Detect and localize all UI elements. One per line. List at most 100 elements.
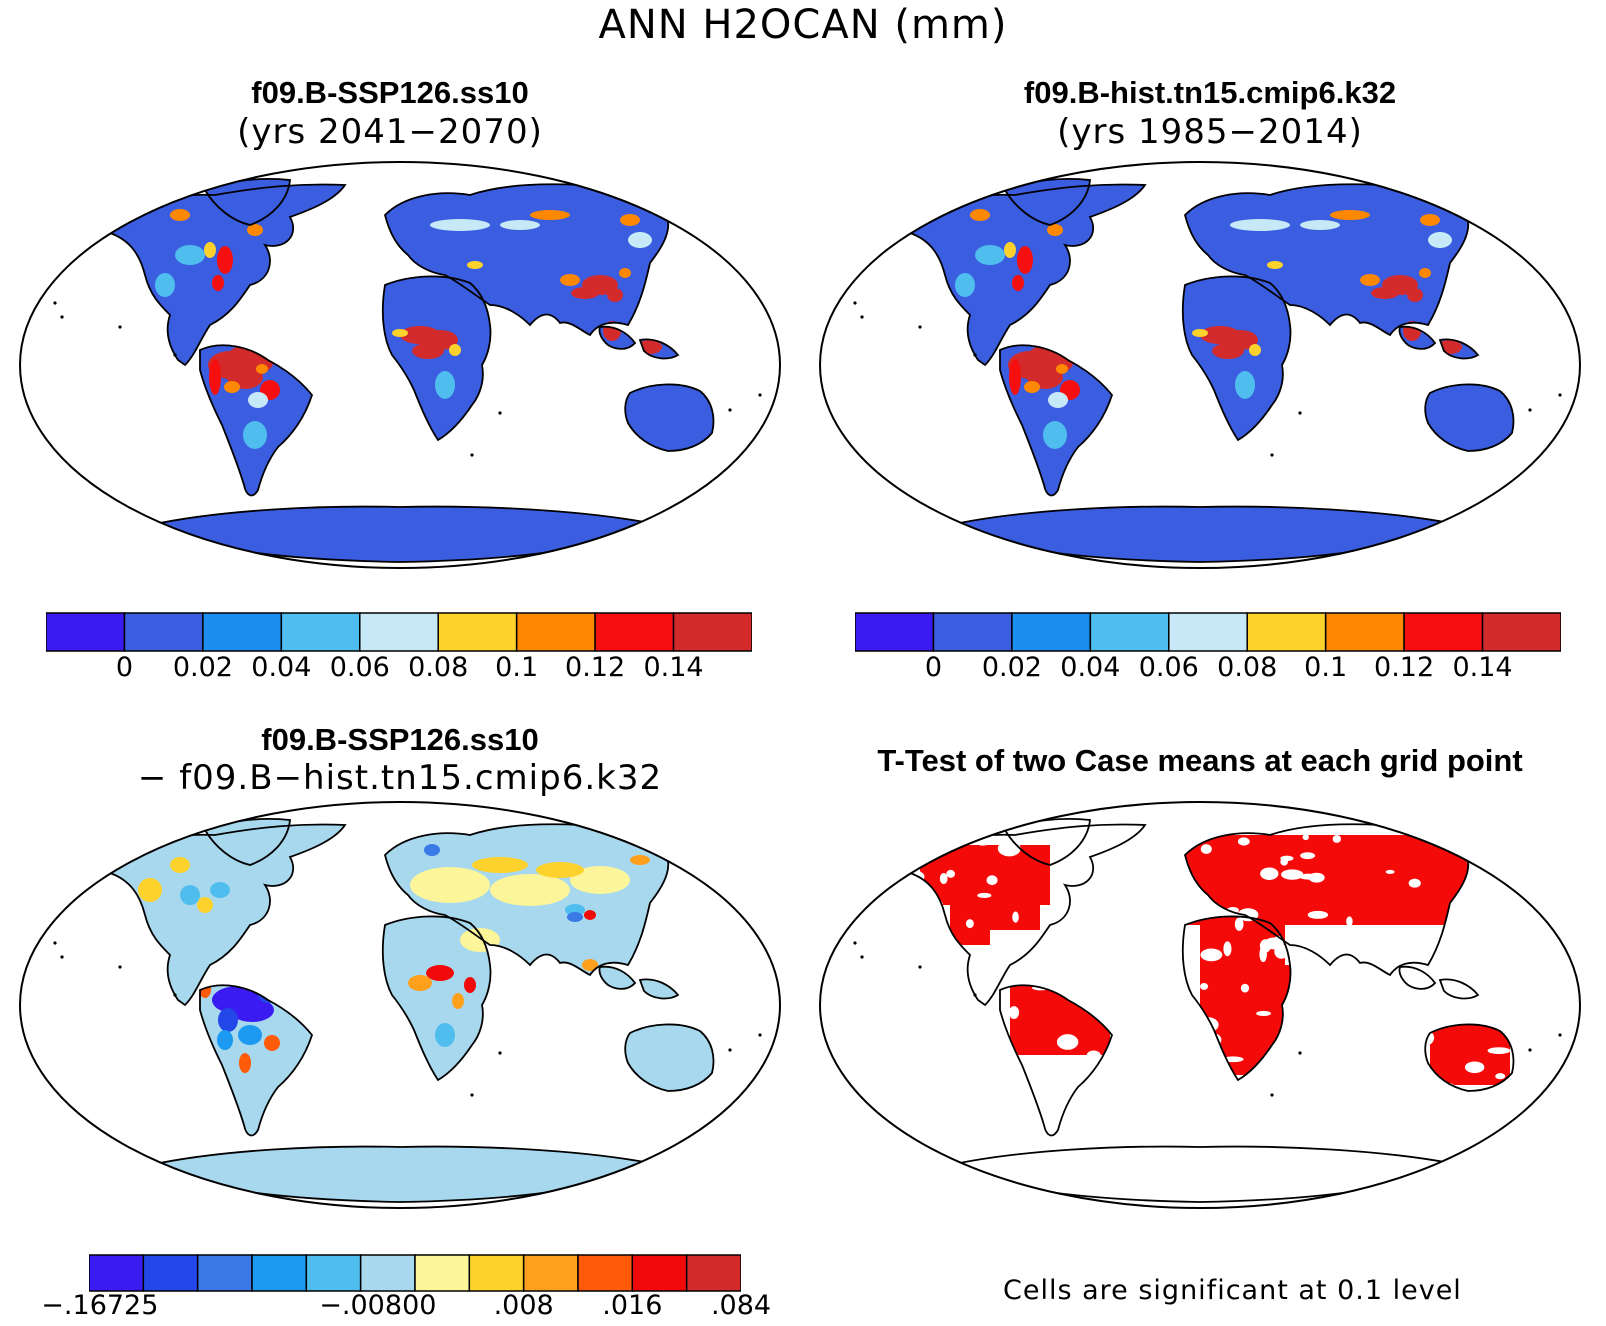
island bbox=[173, 993, 177, 997]
colorbar-tick-label: 0.1 bbox=[495, 652, 539, 683]
contour-region bbox=[1428, 232, 1452, 248]
non-significant-cell bbox=[1193, 940, 1200, 954]
panel-ttest-title: T-Test of two Case means at each grid po… bbox=[877, 743, 1523, 778]
colorbar-tick-label: 0.04 bbox=[1060, 652, 1121, 683]
contour-region bbox=[464, 977, 476, 993]
non-significant-cell bbox=[1385, 869, 1395, 874]
colorbar-swatch bbox=[142, 1254, 199, 1292]
contour-region bbox=[467, 261, 483, 269]
contour-region bbox=[102, 849, 138, 861]
island bbox=[853, 301, 857, 305]
colorbar-tick-label: −.008 bbox=[319, 1290, 403, 1321]
contour-region bbox=[230, 998, 274, 1022]
colorbar-swatch bbox=[359, 1254, 416, 1292]
contour-region bbox=[607, 288, 623, 302]
non-significant-cell bbox=[1285, 927, 1297, 943]
contour-region bbox=[472, 857, 528, 873]
non-significant-cell bbox=[986, 875, 998, 886]
coastline-samerica bbox=[999, 344, 1114, 497]
colorbar-swatch bbox=[672, 612, 752, 652]
non-significant-cell bbox=[1495, 1073, 1506, 1080]
contour-region bbox=[384, 935, 416, 955]
contour-region bbox=[1192, 329, 1208, 337]
contour-region bbox=[1047, 224, 1063, 236]
contour-region bbox=[392, 329, 408, 337]
colorbar-tick-label: 0.1 bbox=[1304, 652, 1348, 683]
contour-region bbox=[426, 965, 454, 981]
contour-region bbox=[1043, 421, 1067, 449]
colorbar-tick-label: 0.06 bbox=[329, 652, 390, 683]
contour-region bbox=[247, 224, 263, 236]
island bbox=[470, 453, 474, 457]
contour-region bbox=[1048, 392, 1068, 408]
non-significant-cell bbox=[1393, 943, 1402, 950]
map-ttest bbox=[819, 801, 1581, 1209]
island bbox=[853, 941, 857, 945]
map-diff bbox=[19, 801, 781, 1209]
non-significant-cell bbox=[1346, 916, 1353, 927]
contour-region bbox=[170, 857, 190, 873]
contour-region bbox=[1420, 214, 1440, 226]
contour-region bbox=[620, 214, 640, 226]
contour-region bbox=[224, 381, 240, 393]
non-significant-cell bbox=[1274, 944, 1289, 959]
contour-region bbox=[570, 866, 630, 894]
panel-ssp-subtitle: (yrs 2041−2070) bbox=[237, 112, 543, 152]
non-significant-cell bbox=[1294, 933, 1315, 948]
contour-region bbox=[449, 344, 461, 356]
contour-region bbox=[256, 364, 268, 374]
panel-hist-title: f09.B-hist.tn15.cmip6.k32 bbox=[1023, 75, 1397, 110]
non-significant-cell bbox=[1223, 941, 1232, 957]
colorbar-tick-label: 0.14 bbox=[1452, 652, 1513, 683]
colorbar-swatch bbox=[359, 612, 439, 652]
coastline-samerica bbox=[199, 984, 314, 1137]
island bbox=[173, 353, 177, 357]
map-frame bbox=[819, 801, 1581, 1209]
non-significant-cell bbox=[1281, 869, 1304, 880]
coastline-seasia bbox=[1398, 965, 1480, 1000]
island bbox=[1270, 1093, 1274, 1097]
coastline-australia bbox=[1424, 383, 1515, 452]
colorbar-swatch bbox=[515, 612, 596, 652]
contour-region bbox=[1419, 268, 1431, 278]
coastline-namerica bbox=[95, 183, 347, 367]
panel-diff-subtitle: − f09.B−hist.tn15.cmip6.k32 bbox=[137, 758, 663, 798]
coastline-africa bbox=[381, 275, 492, 442]
coastline-seasia bbox=[598, 325, 680, 360]
contour-region bbox=[970, 209, 990, 221]
colorbar-tick-label: .084 bbox=[710, 1290, 772, 1321]
island bbox=[1558, 393, 1562, 397]
contour-region bbox=[628, 232, 652, 248]
island bbox=[743, 1093, 747, 1097]
island bbox=[1543, 1093, 1547, 1097]
colorbar-tick-label: 0.08 bbox=[1217, 652, 1278, 683]
contour-region bbox=[248, 392, 268, 408]
contour-region bbox=[1024, 381, 1040, 393]
colorbar-tick-label: 0 bbox=[115, 652, 134, 683]
contour-region bbox=[412, 343, 444, 359]
non-significant-cell bbox=[1056, 1034, 1079, 1050]
contour-region bbox=[138, 878, 162, 902]
contour-region bbox=[180, 885, 200, 905]
island bbox=[118, 965, 122, 969]
non-significant-cell bbox=[1234, 917, 1244, 931]
contour-region bbox=[155, 273, 175, 297]
colorbar-tick-label: 0.02 bbox=[981, 652, 1042, 683]
contour-region bbox=[1017, 246, 1033, 274]
island bbox=[860, 315, 864, 319]
contour-region bbox=[630, 1035, 690, 1079]
non-significant-cell bbox=[965, 919, 974, 929]
contour-region bbox=[490, 874, 570, 906]
coastline-seasia bbox=[1398, 325, 1480, 360]
contour-region bbox=[243, 421, 267, 449]
colorbar-tick-label: −.16725 bbox=[41, 1290, 159, 1321]
contour-region bbox=[955, 273, 975, 297]
non-significant-cell bbox=[1012, 911, 1019, 923]
coastline-namerica bbox=[895, 183, 1147, 367]
contour-region bbox=[584, 910, 596, 920]
island bbox=[758, 1033, 762, 1037]
non-significant-cell bbox=[1008, 1006, 1020, 1019]
coastline-africa bbox=[1181, 275, 1292, 442]
panel-diff-title: f09.B-SSP126.ss10 bbox=[261, 722, 539, 757]
colorbar-swatch bbox=[251, 1254, 308, 1292]
